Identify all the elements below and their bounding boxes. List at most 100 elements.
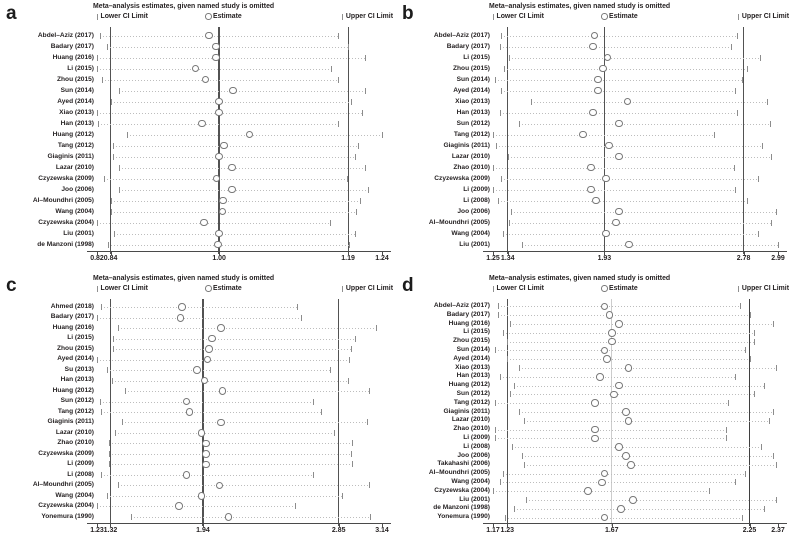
estimate-marker xyxy=(228,185,236,194)
upper-ci-tick xyxy=(735,186,737,193)
lower-ci-tick xyxy=(512,444,513,451)
upper-ci-tick xyxy=(337,120,339,127)
lower-ci-tick xyxy=(99,398,101,405)
upper-ci-tick xyxy=(737,109,739,116)
x-axis-label: 1.25 xyxy=(486,255,500,262)
ref-line-lower-ci xyxy=(506,299,508,526)
lower-ci-tick xyxy=(113,335,115,342)
legend-lower-ci: Lower CI Limit xyxy=(493,285,544,292)
upper-ci-tick xyxy=(352,461,354,468)
lower-ci-tick xyxy=(110,98,112,105)
lower-ci-tick xyxy=(499,43,501,50)
estimate-marker xyxy=(589,108,597,117)
estimate-marker xyxy=(245,130,254,139)
legend-lower-ci-label: Lower CI Limit xyxy=(496,13,544,20)
lower-ci-tick xyxy=(107,241,109,248)
study-label: Li (2008) xyxy=(463,442,490,450)
ci-range-line xyxy=(499,112,738,114)
estimate-marker xyxy=(615,207,623,216)
upper-ci-tick xyxy=(769,120,771,127)
upper-ci-tick xyxy=(367,419,369,426)
ci-range-line xyxy=(114,432,335,434)
lower-ci-tick xyxy=(117,482,119,489)
study-label: Ayed (2014) xyxy=(57,98,94,105)
panel-c: c Meta–analysis estimates, given named st… xyxy=(0,272,396,544)
ci-range-line xyxy=(97,68,332,70)
study-label: Al–Moundhri (2005) xyxy=(428,469,490,477)
upper-ci-tick xyxy=(337,32,339,39)
ci-range-line xyxy=(521,456,774,457)
lower-ci-tick xyxy=(113,230,115,237)
lower-ci-tick xyxy=(501,87,503,94)
estimate-marker xyxy=(596,373,604,381)
ci-range-line xyxy=(509,222,772,224)
estimate-marker xyxy=(584,487,592,495)
estimate-marker xyxy=(215,152,223,161)
lower-ci-tick xyxy=(126,131,128,138)
ci-range-line xyxy=(502,233,759,235)
ci-range-line xyxy=(101,474,314,476)
x-axis-label: 1.23 xyxy=(90,527,104,534)
x-axis-tick xyxy=(338,524,340,527)
panel-title: Meta–analysis estimates, given named stu… xyxy=(489,275,671,282)
study-label: Huang (2012) xyxy=(52,386,94,394)
lower-ci-tick xyxy=(125,388,127,395)
estimate-marker xyxy=(217,324,225,332)
ci-range-line xyxy=(504,68,747,70)
lower-ci-tick xyxy=(509,321,511,327)
x-axis-tick xyxy=(348,252,350,255)
upper-ci-tick xyxy=(331,65,333,72)
upper-ci-tick xyxy=(313,471,315,478)
upper-ci-tick-icon xyxy=(342,13,344,20)
lower-ci-tick xyxy=(497,303,499,310)
upper-ci-tick xyxy=(754,329,756,336)
study-label: Huang (2012) xyxy=(52,131,94,138)
lower-ci-tick xyxy=(97,356,98,363)
study-label: Wang (2004) xyxy=(55,208,94,215)
estimate-marker xyxy=(212,174,221,183)
study-label: Sun (2012) xyxy=(456,120,490,127)
estimate-marker xyxy=(622,452,630,460)
estimate-marker xyxy=(182,471,191,479)
x-axis-tick xyxy=(493,252,494,255)
estimate-marker-icon xyxy=(205,13,212,20)
upper-ci-tick xyxy=(771,219,773,226)
ref-line-upper-ci xyxy=(743,27,745,254)
ci-range-line xyxy=(496,145,762,147)
lower-ci-tick-icon xyxy=(493,285,494,292)
upper-ci-tick-icon xyxy=(342,285,344,292)
study-label: Lazar (2010) xyxy=(451,153,490,160)
study-label: Liu (2001) xyxy=(459,495,490,503)
lower-ci-tick xyxy=(523,417,525,424)
estimate-marker-icon xyxy=(601,13,608,20)
study-label: Czyzewska (2004) xyxy=(38,219,94,226)
lower-ci-tick xyxy=(523,461,525,468)
legend-lower-ci-label: Lower CI Limit xyxy=(496,285,544,292)
upper-ci-tick xyxy=(773,453,775,459)
ci-range-line xyxy=(97,57,366,59)
x-axis-line xyxy=(87,523,391,524)
ci-range-line xyxy=(97,112,362,114)
x-axis-tick xyxy=(778,252,779,255)
x-axis-label: 1.34 xyxy=(500,255,515,262)
ci-range-line xyxy=(112,145,359,147)
panel-a: a Meta–analysis estimates, given named st… xyxy=(0,0,396,272)
study-label: Zhao (2010) xyxy=(453,164,490,171)
lower-ci-tick xyxy=(97,314,98,321)
upper-ci-tick xyxy=(763,382,765,389)
lower-ci-tick xyxy=(493,186,494,193)
x-axis-tick xyxy=(382,252,383,255)
x-axis-tick xyxy=(749,524,751,527)
study-label: Tang (2012) xyxy=(453,131,490,138)
estimate-marker xyxy=(626,461,635,469)
upper-ci-tick xyxy=(766,98,768,105)
upper-ci-tick xyxy=(355,335,357,342)
upper-ci-tick xyxy=(773,321,775,327)
study-label: Li (2009) xyxy=(67,460,94,468)
panel-d: d Meta–analysis estimates, given named st… xyxy=(396,272,792,544)
study-label: Wang (2004) xyxy=(451,478,490,485)
upper-ci-tick xyxy=(382,131,383,138)
estimate-marker xyxy=(175,502,183,511)
x-axis-line xyxy=(483,251,787,252)
upper-ci-tick xyxy=(352,440,354,447)
